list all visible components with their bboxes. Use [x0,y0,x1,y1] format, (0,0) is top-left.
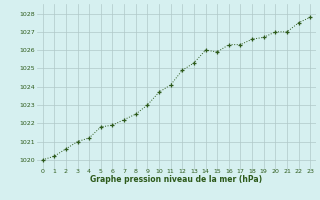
X-axis label: Graphe pression niveau de la mer (hPa): Graphe pression niveau de la mer (hPa) [91,175,262,184]
